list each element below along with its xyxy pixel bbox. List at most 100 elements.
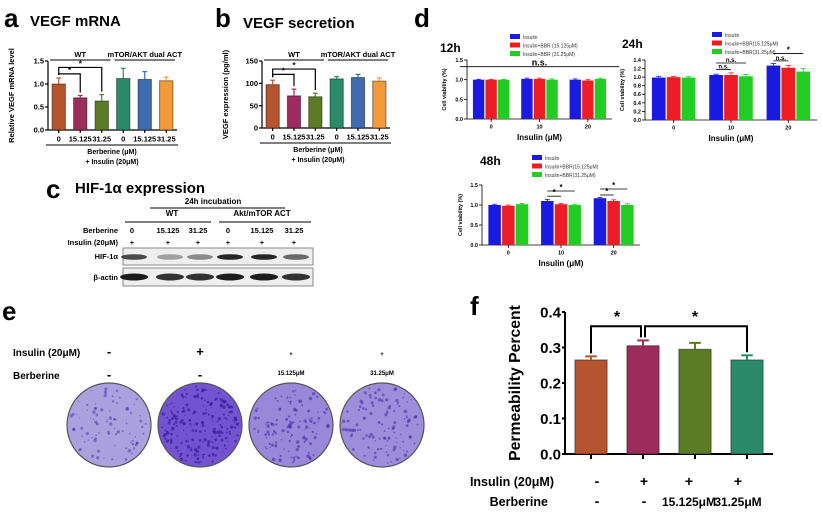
stained-cell <box>368 393 372 397</box>
stained-cell <box>125 422 128 425</box>
stained-cell <box>289 402 292 405</box>
stained-cell <box>197 461 200 464</box>
x-axis-label: Insulin (μM) <box>709 134 754 143</box>
stained-cell <box>397 401 400 404</box>
stained-cell <box>194 385 197 388</box>
stained-cell <box>275 441 278 444</box>
y-tick-label: 1.0 <box>455 78 463 84</box>
bar <box>574 359 608 455</box>
stained-cell <box>211 452 215 456</box>
stained-cell <box>228 410 232 414</box>
stained-cell <box>414 416 418 419</box>
stained-cell <box>131 443 135 446</box>
stained-cell <box>352 428 357 433</box>
blot-band-hif <box>251 254 277 260</box>
bar <box>594 78 607 119</box>
stained-cell <box>164 429 167 432</box>
stained-cell <box>312 454 315 457</box>
stained-cell <box>114 444 116 447</box>
stained-cell <box>118 396 121 399</box>
x-tick-label: 15.125 <box>69 135 92 144</box>
stained-cell <box>134 435 137 438</box>
bar <box>709 75 723 120</box>
y-tick-label: 0.5 <box>470 223 478 229</box>
stained-cell <box>87 439 89 441</box>
bar <box>546 79 558 119</box>
bar <box>372 80 387 129</box>
stained-cell <box>134 443 138 447</box>
e-insulin-value: + <box>196 344 204 359</box>
stained-cell <box>202 453 205 456</box>
stained-cell <box>368 387 371 390</box>
stained-cell <box>396 403 399 405</box>
stained-cell <box>219 404 223 407</box>
stained-cell <box>229 425 234 429</box>
cell-plate <box>157 382 243 468</box>
xlabel-b-2: + Insulin (20μM) <box>291 157 344 164</box>
y-axis-label: Cell viability (%) <box>620 69 626 111</box>
stained-cell <box>374 392 377 394</box>
stained-cell <box>222 405 226 409</box>
blot-band-actin <box>156 273 184 281</box>
e-berberine-value: 15.125μM <box>277 371 304 377</box>
stained-cell <box>312 392 316 396</box>
stained-cell <box>139 419 143 423</box>
stained-cell <box>106 419 109 421</box>
stained-cell <box>363 454 366 457</box>
stained-cell <box>391 428 394 431</box>
stained-cell <box>79 447 82 451</box>
stained-cell <box>395 441 398 444</box>
stained-cell <box>294 413 297 416</box>
bar <box>502 205 515 245</box>
stained-cell <box>307 451 310 454</box>
stained-cell <box>234 421 236 423</box>
stained-cell <box>224 417 227 420</box>
blot-lane-insulin: + <box>166 238 171 247</box>
stained-cell <box>195 422 199 426</box>
stained-cell <box>206 443 210 447</box>
stained-cell <box>94 403 97 405</box>
stained-cell <box>202 412 205 416</box>
stained-cell <box>167 421 171 425</box>
x-tick-label: 15.125 <box>283 133 306 142</box>
legend-swatch <box>712 40 722 46</box>
stained-cell <box>90 417 92 419</box>
legend-swatch <box>532 163 542 169</box>
stained-cell <box>177 449 180 452</box>
y-tick-label: 0.2 <box>633 109 641 115</box>
stained-cell <box>190 424 192 426</box>
stained-cell <box>129 449 131 451</box>
stained-cell <box>189 422 191 425</box>
bar <box>485 79 497 119</box>
stained-cell <box>317 420 319 423</box>
y-tick-label: 0.2 <box>540 375 561 392</box>
stained-cell <box>387 406 391 410</box>
stained-cell <box>265 423 267 425</box>
stained-cell <box>196 388 199 391</box>
stained-cell <box>360 401 364 405</box>
significance-bracket <box>590 325 642 354</box>
stained-cell <box>365 408 368 411</box>
stained-cell <box>256 407 259 410</box>
stained-cell <box>309 419 313 423</box>
stained-cell <box>109 410 111 412</box>
stained-cell <box>182 409 186 413</box>
bar <box>488 205 501 245</box>
stained-cell <box>91 436 94 439</box>
panel-letter-a: a <box>4 3 19 33</box>
stained-cell <box>219 397 221 400</box>
stained-cell <box>104 387 108 391</box>
stained-cell <box>186 445 191 449</box>
stained-cell <box>169 441 173 444</box>
stained-cell <box>269 446 271 449</box>
stained-cell <box>77 400 80 403</box>
stained-cell <box>373 451 377 455</box>
stained-cell <box>80 426 84 430</box>
stained-cell <box>165 439 170 443</box>
bar <box>533 78 546 119</box>
stained-cell <box>211 414 214 418</box>
stained-cell <box>368 447 370 449</box>
stained-cell <box>135 441 139 445</box>
stained-cell <box>371 435 375 439</box>
